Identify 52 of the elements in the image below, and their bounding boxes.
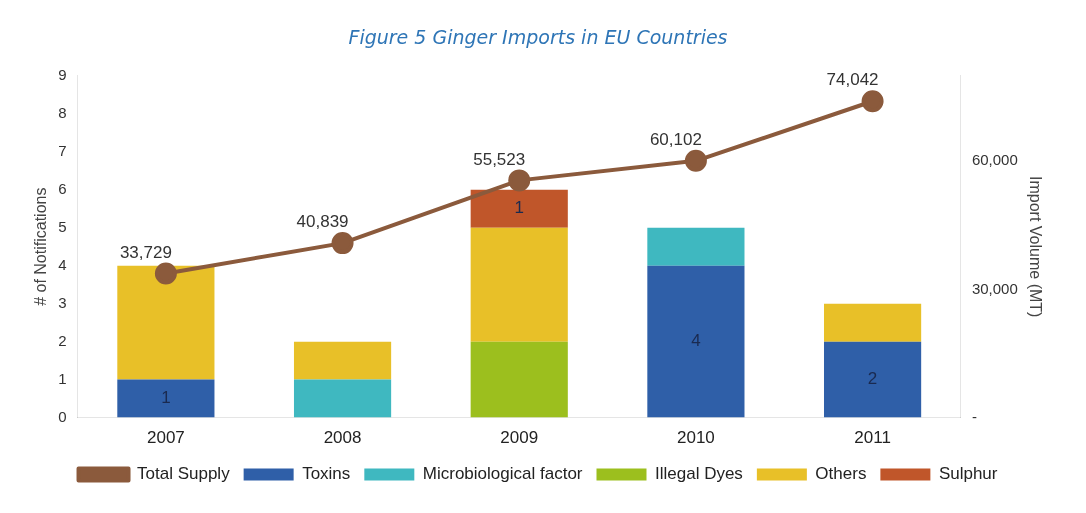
legend-label: Others	[815, 464, 867, 484]
data-label: 55,523	[473, 149, 526, 169]
legend-label: Sulphur	[938, 464, 998, 484]
y2-tick-label: 30,000	[971, 279, 1018, 297]
data-label: 33,729	[119, 242, 172, 262]
y2-axis-title: Import Volume (MT)	[1026, 176, 1044, 318]
x-tick-label: 2007	[146, 428, 185, 448]
legend-label: Illegal Dyes	[654, 464, 743, 484]
point	[684, 149, 707, 172]
point	[331, 232, 354, 255]
legend-label: Total Supply	[137, 464, 231, 484]
bar	[470, 227, 568, 342]
bar	[647, 265, 745, 418]
y-tick-label: 8	[58, 103, 67, 121]
chart-title: Figure 5 Ginger Imports in EU Countries	[348, 26, 728, 49]
point	[154, 262, 177, 285]
y-tick-label: 7	[58, 141, 67, 159]
bar	[647, 227, 745, 266]
y2-tick-label: -	[971, 407, 977, 425]
data-label: 1	[514, 198, 524, 218]
data-label: 60,102	[649, 130, 702, 149]
y-tick-label: 6	[58, 179, 67, 197]
y-tick-label: 2	[58, 331, 67, 349]
bar	[293, 379, 392, 418]
bar	[293, 341, 392, 380]
x-tick-label: 2009	[500, 428, 539, 448]
bar	[824, 303, 922, 342]
point	[861, 90, 884, 113]
data-label: 2	[867, 369, 878, 389]
y2-tick-label: 60,000	[971, 151, 1018, 169]
y-tick-label: 1	[58, 369, 67, 387]
y-tick-label: 0	[58, 407, 67, 425]
x-tick-label: 2011	[854, 428, 891, 448]
x-tick-label: 2008	[323, 428, 362, 448]
y-axis-title: # of Notifications	[32, 187, 50, 306]
bar	[470, 341, 568, 418]
y-tick-label: 9	[58, 65, 67, 83]
y-tick-label: 3	[58, 293, 67, 311]
data-label: 40,839	[296, 212, 349, 232]
bar	[824, 341, 922, 418]
legend-label: Toxins	[302, 464, 351, 484]
data-label: 1	[161, 388, 171, 408]
data-label: 4	[691, 331, 701, 351]
bar	[470, 189, 568, 228]
bar	[117, 265, 215, 380]
point	[508, 169, 531, 192]
data-label: 74,042	[826, 70, 879, 90]
bar	[117, 379, 215, 418]
y-tick-label: 4	[58, 255, 67, 273]
x-tick-label: 2010	[676, 428, 715, 448]
legend-label: Microbiological factor	[422, 464, 583, 484]
y-tick-label: 5	[58, 217, 67, 235]
